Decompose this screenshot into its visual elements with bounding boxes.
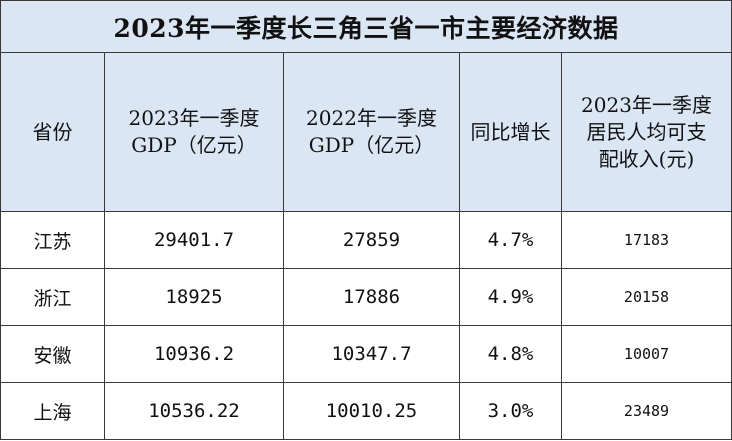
header-income: 2023年一季度 居民人均可支 配收入(元)	[561, 52, 732, 212]
header-line: GDP（亿元）	[131, 133, 257, 157]
cell-province: 江苏	[0, 211, 105, 269]
cell-gdp-2023: 18925	[104, 268, 284, 326]
header-gdp-2022: 2022年一季度 GDP（亿元）	[283, 52, 460, 212]
header-line: 配收入(元)	[598, 146, 695, 171]
header-row: 省份 2023年一季度 GDP（亿元） 2022年一季度 GDP（亿元） 同比增…	[0, 52, 732, 212]
title-row: 2023年一季度长三角三省一市主要经济数据	[0, 0, 732, 53]
header-province: 省份	[0, 52, 105, 212]
table-title: 2023年一季度长三角三省一市主要经济数据	[0, 0, 732, 53]
header-growth: 同比增长	[459, 52, 562, 212]
cell-gdp-2023: 10936.2	[104, 325, 284, 383]
header-line: 居民人均可支	[586, 119, 707, 144]
cell-gdp-2022: 10010.25	[283, 382, 460, 440]
cell-province: 上海	[0, 382, 105, 440]
cell-income: 10007	[561, 325, 732, 383]
cell-income: 20158	[561, 268, 732, 326]
table-row: 江苏 29401.7 27859 4.7% 17183	[0, 211, 732, 269]
header-line: 省份	[32, 119, 73, 144]
header-line: GDP（亿元）	[308, 133, 435, 157]
cell-gdp-2022: 10347.7	[283, 325, 460, 383]
header-line: 2022年一季度	[306, 106, 437, 130]
cell-growth: 4.8%	[459, 325, 562, 383]
cell-growth: 4.9%	[459, 268, 562, 326]
header-gdp-2023: 2023年一季度 GDP（亿元）	[104, 52, 284, 212]
header-line: 2023年一季度	[581, 92, 712, 117]
cell-gdp-2022: 27859	[283, 211, 460, 269]
cell-province: 安徽	[0, 325, 105, 383]
cell-growth: 3.0%	[459, 382, 562, 440]
header-line: 2023年一季度	[128, 106, 260, 130]
header-line: 同比增长	[470, 119, 551, 144]
cell-gdp-2023: 10536.22	[104, 382, 284, 440]
cell-gdp-2022: 17886	[283, 268, 460, 326]
table-row: 浙江 18925 17886 4.9% 20158	[0, 268, 732, 326]
cell-gdp-2023: 29401.7	[104, 211, 284, 269]
table-row: 安徽 10936.2 10347.7 4.8% 10007	[0, 325, 732, 383]
cell-growth: 4.7%	[459, 211, 562, 269]
cell-income: 17183	[561, 211, 732, 269]
cell-income: 23489	[561, 382, 732, 440]
table-row: 上海 10536.22 10010.25 3.0% 23489	[0, 382, 732, 440]
cell-province: 浙江	[0, 268, 105, 326]
